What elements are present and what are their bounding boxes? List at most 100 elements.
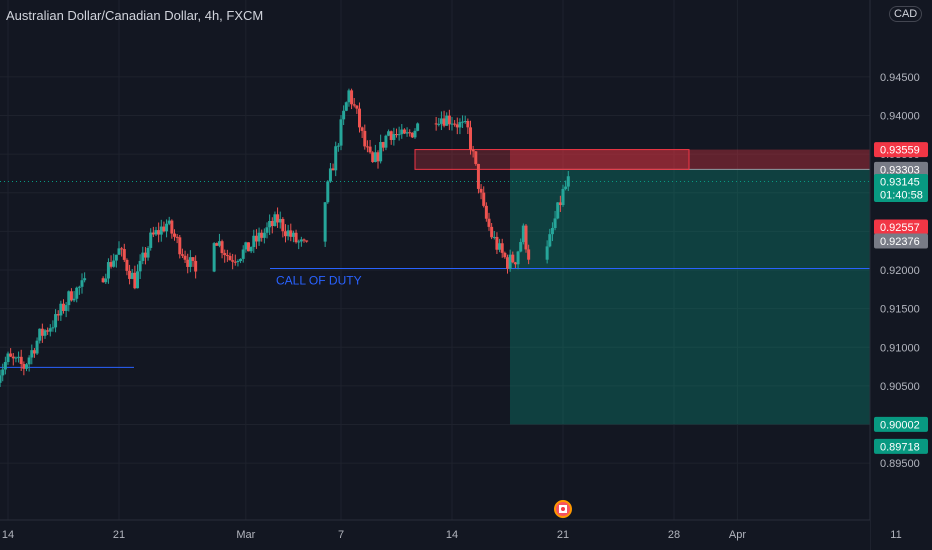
candle-body	[175, 236, 179, 238]
x-tick-label: 28	[668, 529, 680, 541]
price-tag-value: 0.90002	[880, 419, 920, 431]
y-tick-label: 0.94500	[880, 72, 920, 84]
candle	[405, 127, 409, 137]
y-tick-label: 0.94000	[880, 110, 920, 122]
candle	[225, 249, 229, 262]
candle-body	[106, 262, 110, 279]
candle-body	[384, 135, 388, 148]
candle	[344, 101, 348, 112]
candle	[336, 143, 340, 152]
candle-body	[516, 251, 520, 265]
candle-body	[291, 232, 295, 237]
x-tick-label: 14	[446, 529, 458, 541]
candle-body	[273, 214, 277, 227]
candle	[3, 356, 7, 375]
economic-event-icon[interactable]	[554, 500, 572, 518]
x-tick-label: Apr	[729, 529, 746, 541]
candle	[350, 88, 354, 110]
candle	[342, 105, 346, 126]
candle	[30, 344, 34, 365]
candle-body	[299, 239, 303, 242]
candle	[151, 226, 155, 238]
candle-body	[334, 146, 338, 171]
candle-body	[445, 115, 449, 126]
candle	[46, 327, 50, 335]
price-tag: 0.89718	[874, 438, 928, 454]
candle	[558, 195, 562, 212]
candle-body	[500, 243, 504, 253]
candle	[143, 247, 147, 265]
candle-body	[413, 130, 417, 138]
candle	[524, 224, 528, 253]
candle	[434, 116, 438, 131]
candle-body	[233, 261, 237, 263]
candle-body	[519, 242, 523, 252]
candle	[241, 245, 245, 263]
candle	[450, 116, 454, 131]
candle	[299, 236, 303, 247]
candle-body	[276, 214, 280, 223]
candle-body	[508, 254, 512, 269]
currency-button[interactable]: CAD	[889, 6, 923, 22]
candle-body	[342, 110, 346, 120]
candle	[191, 256, 195, 267]
candle	[165, 219, 169, 238]
candle-body	[130, 272, 134, 279]
candle-body	[450, 123, 454, 125]
price-tag: 0.90002	[874, 416, 928, 432]
candle	[286, 224, 290, 241]
candle	[170, 219, 174, 239]
candle-body	[503, 252, 507, 258]
candle	[101, 276, 105, 283]
candle	[503, 251, 507, 259]
candle	[384, 134, 388, 151]
candle-body	[67, 291, 71, 306]
candle	[114, 254, 118, 268]
candle-body	[545, 246, 549, 260]
candle-body	[397, 134, 401, 136]
candle-body	[228, 255, 232, 261]
candle-body	[104, 278, 108, 283]
candle	[128, 264, 132, 285]
candle	[484, 202, 488, 222]
candle-body	[220, 241, 224, 254]
y-tick-label: 0.90500	[880, 381, 920, 393]
candle-body	[136, 271, 139, 289]
candle	[247, 242, 250, 252]
candle-body	[524, 225, 528, 250]
candle-body	[564, 186, 568, 189]
candle-body	[6, 353, 10, 363]
candle-body	[143, 252, 147, 258]
candle-body	[157, 230, 161, 235]
candle	[284, 224, 287, 243]
candle-body	[455, 124, 459, 128]
candle-body	[19, 356, 23, 364]
candle	[173, 229, 176, 241]
candle	[516, 250, 520, 270]
candle	[461, 115, 465, 128]
candle	[294, 229, 298, 244]
candle-body	[294, 232, 298, 243]
candle	[371, 151, 375, 163]
candle	[270, 217, 274, 234]
candle-body	[479, 188, 483, 193]
candle	[104, 273, 108, 284]
candle	[27, 355, 31, 372]
candle-body	[0, 375, 2, 383]
candle	[355, 105, 359, 114]
candle-body	[1, 369, 5, 376]
candle	[175, 234, 179, 244]
candle-body	[38, 328, 42, 341]
price-tag-bg	[874, 161, 928, 177]
candle	[239, 258, 243, 264]
candle	[220, 239, 224, 259]
candle	[365, 140, 369, 153]
candle-body	[212, 243, 216, 272]
candle-body	[252, 235, 256, 248]
candle-body	[146, 247, 150, 258]
candle-body	[381, 142, 385, 148]
candle	[194, 255, 198, 279]
candle	[0, 369, 2, 387]
candle	[500, 238, 504, 258]
